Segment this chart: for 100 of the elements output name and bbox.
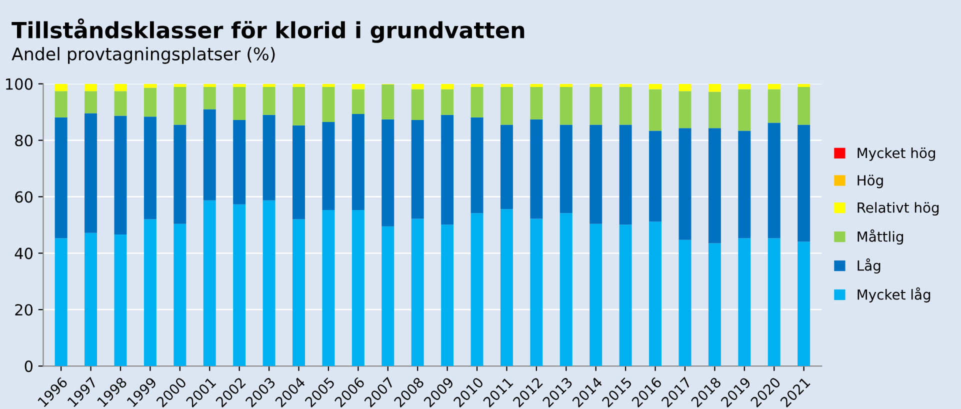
legend-label: Relativt hög — [858, 202, 939, 216]
bar — [708, 84, 721, 92]
bar — [114, 84, 127, 92]
bar — [619, 224, 632, 366]
bar — [292, 86, 305, 126]
bar — [411, 89, 424, 120]
bar — [708, 128, 721, 244]
legend-label: Mycket låg — [858, 287, 930, 302]
bar — [590, 124, 602, 224]
bar — [174, 224, 186, 366]
bar — [738, 89, 751, 131]
y-tick-label: 60 — [15, 191, 33, 203]
legend-label: Hög — [858, 174, 883, 188]
bar — [678, 84, 692, 92]
bar — [262, 86, 276, 115]
y-tick-label: 20 — [15, 304, 33, 316]
bar — [560, 124, 572, 214]
bar — [322, 86, 335, 122]
bar — [322, 210, 335, 366]
chart-subtitle: Andel provtagningsplatser (%) — [12, 47, 275, 64]
bar — [708, 92, 721, 128]
bar — [174, 84, 186, 87]
bar — [114, 116, 127, 235]
bar — [292, 219, 305, 366]
bar — [292, 84, 305, 87]
bar — [144, 88, 156, 117]
bar — [114, 234, 127, 366]
bar — [352, 89, 364, 114]
bar — [649, 222, 662, 366]
bar — [798, 86, 810, 125]
bar — [530, 86, 543, 120]
bar — [560, 86, 572, 125]
bar — [738, 84, 751, 90]
bar — [678, 128, 692, 240]
bar — [262, 84, 276, 87]
bar — [352, 84, 364, 90]
bar — [203, 200, 216, 366]
bar — [530, 84, 543, 87]
bar — [292, 125, 305, 220]
bar — [649, 84, 662, 90]
bar — [470, 117, 484, 214]
bar — [54, 91, 68, 118]
bar — [619, 84, 632, 87]
bar — [768, 84, 780, 90]
bar — [708, 243, 721, 366]
bar — [233, 120, 246, 204]
bar — [441, 84, 454, 90]
y-tick-label: 80 — [15, 134, 33, 146]
bar — [144, 219, 156, 366]
bar — [84, 91, 98, 114]
bar — [84, 84, 98, 92]
bar — [470, 86, 484, 118]
bar — [203, 86, 216, 110]
bar — [441, 114, 454, 225]
bar — [798, 242, 810, 366]
bar — [678, 240, 692, 366]
bar — [649, 130, 662, 222]
legend-label: Låg — [858, 258, 880, 274]
y-tick-label: 40 — [14, 248, 33, 260]
bar — [798, 84, 810, 87]
bar — [382, 119, 394, 226]
bar — [470, 84, 484, 87]
bar — [738, 238, 751, 366]
bar — [352, 114, 364, 210]
bar — [84, 232, 98, 366]
bar — [441, 224, 454, 366]
bar — [262, 200, 276, 366]
bar — [322, 84, 335, 87]
bar — [233, 204, 246, 366]
bar — [54, 84, 68, 92]
bar — [54, 238, 68, 366]
bar — [500, 124, 513, 210]
bar — [530, 218, 543, 366]
bar — [500, 209, 513, 366]
bar — [678, 91, 692, 128]
bar — [203, 109, 216, 200]
bar — [619, 124, 632, 225]
bar — [738, 130, 751, 238]
bar — [54, 117, 68, 238]
bar — [203, 84, 216, 87]
bar — [768, 89, 780, 123]
bar — [411, 218, 424, 366]
bar — [649, 89, 662, 131]
bar — [411, 120, 424, 219]
bar — [441, 89, 454, 115]
y-tick-label: 0 — [24, 360, 33, 372]
bar — [144, 116, 156, 220]
bar — [560, 213, 572, 366]
bar — [590, 84, 602, 87]
bar — [470, 213, 484, 366]
bar — [590, 86, 602, 125]
bar — [411, 84, 424, 90]
bar — [560, 84, 572, 87]
y-tick-label: 100 — [6, 78, 33, 90]
bar — [619, 86, 632, 125]
bar — [500, 84, 513, 87]
chart-title: Tillståndsklasser för klorid i grundvatten — [12, 18, 524, 43]
bar — [798, 124, 810, 242]
bar — [768, 238, 780, 366]
bar — [233, 86, 246, 120]
